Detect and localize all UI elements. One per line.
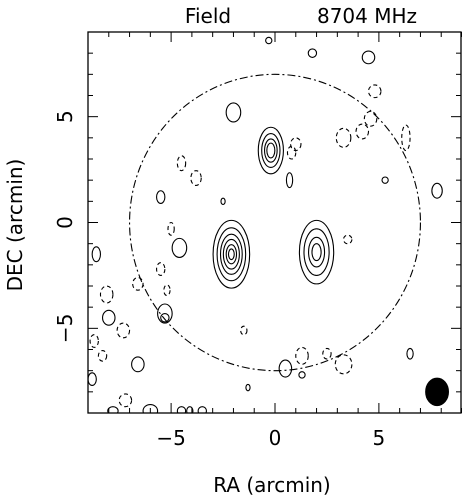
source-contour-west-4 xyxy=(225,244,238,265)
noise-contour-3 xyxy=(285,172,294,189)
noise-contour-43 xyxy=(298,371,306,379)
noise-contour-1 xyxy=(286,145,297,160)
source-contour-north-2 xyxy=(264,138,278,163)
noise-contour-21 xyxy=(163,284,171,297)
tick-labels: −5 0 5 −5 0 5 xyxy=(53,110,385,450)
noise-contour-27 xyxy=(132,276,144,291)
source-contour-east-2 xyxy=(308,236,326,268)
noise-contour-19 xyxy=(171,237,188,258)
noise-contour-35 xyxy=(142,403,159,413)
noise-contour-33 xyxy=(88,372,97,387)
noise-contour-2 xyxy=(290,137,302,152)
noise-contour-11 xyxy=(307,48,318,58)
noise-contour-37 xyxy=(176,406,187,413)
noise-contour-41 xyxy=(295,346,309,365)
primary-beam-circle xyxy=(129,73,421,372)
source-contour-north-0 xyxy=(257,126,284,175)
noise-contour-47 xyxy=(245,383,251,392)
plot-frame xyxy=(87,31,462,414)
noise-contour-7 xyxy=(367,84,382,99)
source-contour-west-3 xyxy=(222,238,240,270)
noise-contour-9 xyxy=(401,124,411,152)
noise-contour-36 xyxy=(107,406,119,413)
noise-contour-22 xyxy=(157,303,173,324)
source-contour-north-3 xyxy=(266,142,276,159)
noise-contour-6 xyxy=(363,110,378,127)
noise-contour-39 xyxy=(197,406,207,413)
noise-contour-20 xyxy=(156,262,166,276)
x-tick-label: −5 xyxy=(156,426,185,450)
x-axis-label: RA (arcmin) xyxy=(213,473,330,497)
noise-contour-28 xyxy=(101,309,116,326)
noise-contour-32 xyxy=(97,350,108,362)
noise-contour-10 xyxy=(361,50,376,65)
title-left: Field xyxy=(185,4,231,28)
noise-contour-42 xyxy=(278,359,293,378)
noise-contour-4 xyxy=(335,127,352,148)
noise-contour-23 xyxy=(160,312,170,323)
source-contour-west-2 xyxy=(219,233,243,275)
noise-contour-16 xyxy=(156,190,166,204)
plot-content xyxy=(88,36,449,413)
source-contour-east-1 xyxy=(303,228,330,276)
noise-contour-15 xyxy=(190,170,202,187)
noise-contour-25 xyxy=(91,246,102,263)
noise-contour-0 xyxy=(225,102,242,123)
plot-area xyxy=(88,36,449,413)
noise-contour-14 xyxy=(176,155,187,172)
synthesized-beam xyxy=(425,377,449,407)
noise-contour-12 xyxy=(265,36,273,45)
noise-contour-40 xyxy=(240,325,248,336)
x-tick-label: 5 xyxy=(373,426,386,450)
y-tick-label: 5 xyxy=(53,110,77,123)
x-tick-label: 0 xyxy=(269,426,282,450)
noise-contour-34 xyxy=(118,393,133,408)
y-axis-label: DEC (arcmin) xyxy=(3,159,27,292)
y-tick-label: −5 xyxy=(53,314,77,343)
noise-contour-30 xyxy=(89,334,99,348)
noise-contour-26 xyxy=(99,285,114,304)
noise-contour-17 xyxy=(220,197,226,206)
noise-contour-13 xyxy=(431,182,443,199)
y-tick-label: 0 xyxy=(53,216,77,229)
source-contour-north-1 xyxy=(261,133,281,169)
source-contour-west-1 xyxy=(216,227,247,282)
source-contour-east-0 xyxy=(298,219,335,285)
noise-contour-24 xyxy=(343,234,353,245)
source-contour-west-0 xyxy=(212,219,251,289)
noise-contour-45 xyxy=(322,347,332,360)
noise-contour-38 xyxy=(186,406,194,413)
noise-contour-18 xyxy=(167,221,175,236)
noise-contour-5 xyxy=(355,123,370,140)
axis-ticks xyxy=(87,31,462,414)
noise-contour-8 xyxy=(381,176,389,184)
noise-contour-29 xyxy=(116,322,131,339)
noise-contour-44 xyxy=(334,354,353,375)
title-right: 8704 MHz xyxy=(317,4,417,28)
noise-contour-46 xyxy=(406,347,414,360)
source-contour-east-3 xyxy=(311,243,322,262)
source-contour-west-5 xyxy=(227,248,235,261)
noise-contour-31 xyxy=(131,356,145,373)
